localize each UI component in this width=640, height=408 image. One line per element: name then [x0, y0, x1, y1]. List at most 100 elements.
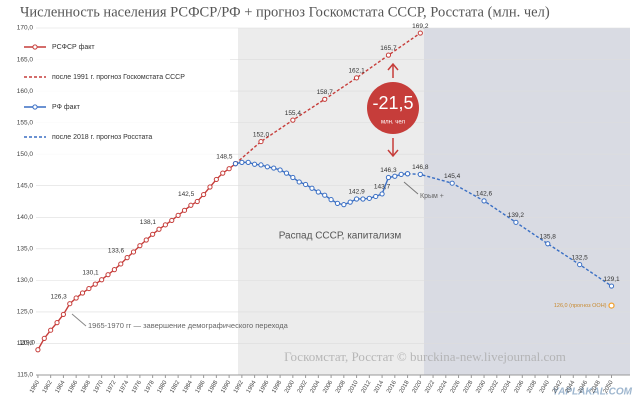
data-point: [379, 191, 385, 197]
data-point: [385, 174, 392, 181]
collapse-label: Распад СССР, капитализм: [279, 231, 402, 242]
data-point: [385, 52, 392, 58]
data-point: [54, 320, 60, 326]
data-point: [417, 171, 423, 177]
y-tick-label: 135,0: [17, 246, 34, 253]
data-point: [449, 180, 455, 186]
series-line: [235, 161, 408, 206]
data-point: [73, 295, 79, 301]
data-point: [353, 75, 360, 81]
y-tick-label: 120,0: [17, 340, 34, 347]
data-point: [48, 327, 54, 333]
data-point: [35, 347, 41, 353]
x-tick-label: 1996: [259, 379, 271, 394]
data-point: [169, 217, 175, 224]
x-tick-label: 2038: [526, 379, 538, 394]
x-tick-label: 2020: [412, 379, 424, 394]
data-label: 142,5: [178, 191, 195, 198]
data-point: [86, 285, 92, 292]
data-point: [577, 261, 583, 268]
legend-marker: [32, 104, 38, 110]
data-point: [79, 290, 86, 296]
data-label: 133,6: [108, 247, 125, 254]
data-point: [608, 283, 615, 289]
data-point: [207, 184, 213, 190]
x-tick-label: 2006: [322, 379, 334, 394]
data-label: 142,9: [348, 189, 365, 196]
data-point: [353, 196, 360, 202]
data-label: 165,7: [380, 45, 397, 52]
x-tick-label: 1982: [169, 379, 181, 394]
data-label: 119,0: [19, 339, 35, 346]
data-point: [481, 198, 487, 204]
data-point: [513, 219, 519, 225]
crimea-label: Крым +: [420, 193, 444, 200]
x-tick-label: 2016: [386, 379, 398, 394]
data-point: [175, 212, 181, 218]
x-tick-label: 1998: [271, 379, 283, 394]
data-label: 146,8: [412, 164, 429, 171]
data-point: [150, 231, 156, 237]
data-point: [99, 277, 105, 283]
data-label: 130,1: [82, 269, 99, 276]
data-point: [188, 202, 194, 208]
data-point: [296, 179, 302, 185]
legend-label: после 1991 г. прогноз Госкомстата СССР: [52, 74, 185, 81]
x-tick-label: 2008: [335, 379, 347, 394]
logo: YAPLAKAL.COM: [552, 387, 632, 398]
data-point: [398, 171, 404, 177]
difference-badge: [367, 82, 419, 134]
y-tick-label: 170,0: [17, 25, 34, 32]
data-point: [252, 161, 258, 167]
x-tick-label: 1990: [220, 379, 232, 394]
y-tick-label: 160,0: [17, 88, 34, 95]
data-point: [347, 199, 353, 205]
data-label: 142,6: [476, 191, 493, 198]
x-tick-label: 2022: [424, 379, 436, 394]
legend-label: после 2018 г. прогноз Росстата: [52, 134, 152, 141]
x-tick-label: 2012: [361, 379, 373, 394]
data-point: [341, 202, 347, 208]
data-point: [302, 181, 309, 188]
data-label: 155,4: [285, 110, 302, 117]
data-point: [322, 96, 328, 102]
data-point: [67, 301, 73, 307]
data-point: [137, 243, 143, 249]
data-point: [181, 207, 188, 213]
x-tick-label: 2014: [373, 379, 385, 394]
data-point: [105, 272, 111, 278]
x-tick-label: 2000: [284, 379, 296, 394]
x-tick-label: 1992: [233, 379, 245, 394]
data-point: [545, 241, 551, 247]
data-point: [220, 170, 226, 176]
x-tick-label: 2028: [463, 379, 475, 394]
data-point: [245, 159, 251, 165]
chart-title: Численность населения РСФСР/РФ + прогноз…: [20, 4, 550, 20]
data-point: [130, 249, 137, 255]
data-label: 146,3: [380, 167, 397, 174]
x-tick-label: 2040: [539, 379, 551, 394]
x-tick-label: 1984: [182, 379, 194, 394]
x-tick-label: 2036: [514, 379, 526, 394]
x-tick-label: 1976: [131, 379, 143, 394]
x-tick-label: 2018: [399, 379, 411, 394]
x-tick-label: 1974: [118, 379, 130, 394]
y-tick-label: 115,0: [17, 372, 33, 379]
data-point: [277, 167, 283, 173]
difference-arrows: [387, 62, 399, 158]
x-tick-label: 2030: [475, 379, 487, 394]
data-point: [392, 173, 398, 179]
data-point: [258, 162, 264, 168]
data-point: [334, 200, 341, 206]
source-watermark: Госкомстат, Росстат © burckina-new.livej…: [284, 349, 566, 364]
data-point: [232, 161, 239, 167]
transition-arrow: [71, 313, 87, 327]
data-point: [417, 30, 423, 36]
data-point: [213, 176, 219, 183]
data-point: [239, 159, 245, 165]
data-point: [111, 267, 117, 273]
data-label: 135,8: [540, 233, 557, 240]
x-tick-label: 1970: [93, 379, 105, 394]
x-tick-label: 1988: [208, 379, 220, 394]
y-tick-label: 155,0: [17, 119, 34, 126]
